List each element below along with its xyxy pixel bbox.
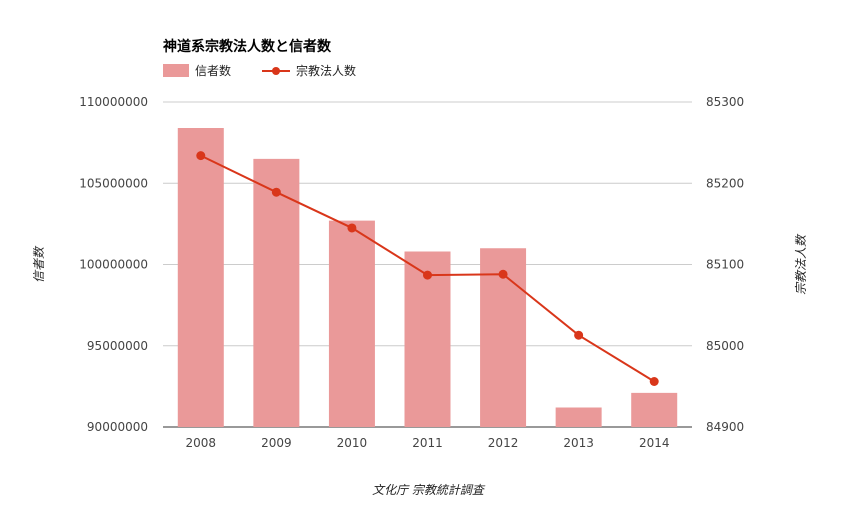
left-axis-ticks: 110000000 105000000 100000000 95000000 90000… bbox=[79, 95, 148, 434]
left-tick-label: 90000000 bbox=[87, 420, 148, 434]
line-point-2010 bbox=[347, 223, 357, 233]
left-tick-label: 110000000 bbox=[79, 95, 148, 109]
x-tick-label: 2014 bbox=[639, 436, 670, 450]
x-axis-ticks: 2008 2009 2010 2011 2012 2013 2014 bbox=[186, 436, 670, 450]
x-tick-label: 2012 bbox=[488, 436, 519, 450]
right-axis-ticks: 85300 85200 85100 85000 84900 bbox=[706, 95, 744, 434]
line-series bbox=[196, 151, 659, 386]
legend-label-corporations: 宗教法人数 bbox=[296, 63, 356, 78]
source-caption: 文化庁 宗教統計調査 bbox=[372, 483, 486, 497]
x-tick-label: 2009 bbox=[261, 436, 292, 450]
bar-2009 bbox=[253, 158, 300, 427]
right-tick-label: 85100 bbox=[706, 258, 744, 272]
legend-marker bbox=[272, 67, 280, 75]
line-point-2012 bbox=[498, 269, 508, 279]
x-tick-label: 2008 bbox=[186, 436, 217, 450]
line-point-2009 bbox=[271, 187, 281, 197]
right-tick-label: 85200 bbox=[706, 176, 744, 190]
left-axis-title: 信者数 bbox=[32, 245, 46, 283]
right-tick-label: 85300 bbox=[706, 95, 744, 109]
left-tick-label: 95000000 bbox=[87, 339, 148, 353]
right-axis-title: 宗教法人数 bbox=[794, 233, 808, 295]
bar-2008 bbox=[177, 128, 224, 427]
bar-2011 bbox=[404, 251, 451, 427]
bars bbox=[177, 128, 678, 427]
legend: 信者数 宗教法人数 bbox=[163, 63, 356, 78]
legend-swatch-bar bbox=[163, 64, 189, 77]
right-tick-label: 85000 bbox=[706, 339, 744, 353]
bar-2014 bbox=[631, 392, 678, 427]
x-tick-label: 2010 bbox=[337, 436, 368, 450]
chart-title: 神道系宗教法人数と信者数 bbox=[163, 38, 332, 55]
bar-2010 bbox=[328, 220, 375, 427]
left-tick-label: 105000000 bbox=[79, 176, 148, 190]
bar-2013 bbox=[555, 407, 602, 427]
left-tick-label: 100000000 bbox=[79, 258, 148, 272]
x-tick-label: 2013 bbox=[563, 436, 594, 450]
x-tick-label: 2011 bbox=[412, 436, 443, 450]
line-point-2014 bbox=[649, 377, 659, 386]
right-tick-label: 84900 bbox=[706, 420, 744, 434]
line-point-2011 bbox=[423, 270, 432, 280]
line-point-2013 bbox=[574, 330, 584, 340]
legend-label-believers: 信者数 bbox=[195, 63, 231, 78]
line-point-2008 bbox=[196, 151, 206, 161]
